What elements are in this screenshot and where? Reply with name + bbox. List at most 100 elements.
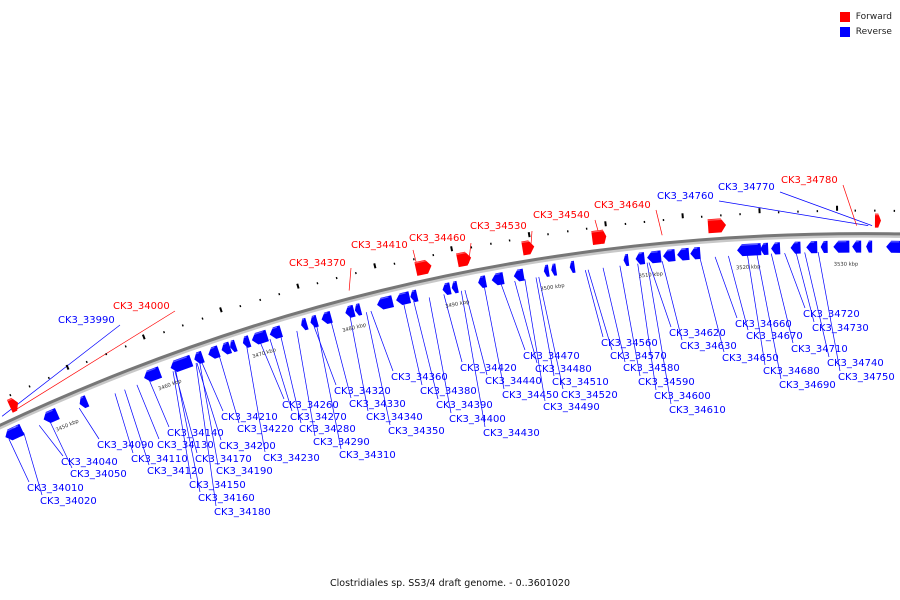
gene-label[interactable]: CK3_34310	[339, 450, 396, 461]
gene-label[interactable]: CK3_34760	[657, 191, 714, 202]
gene-label[interactable]: CK3_34750	[838, 372, 895, 383]
gene-label[interactable]: CK3_34140	[167, 428, 224, 439]
reverse-gene-arrow-5[interactable]	[168, 354, 194, 374]
gene-label[interactable]: CK3_34090	[97, 440, 154, 451]
reverse-gene-arrow-32[interactable]	[662, 249, 676, 262]
reverse-gene-arrow-14[interactable]	[308, 314, 319, 328]
gene-label[interactable]: CK3_34200	[219, 441, 276, 452]
gene-label[interactable]: CK3_34360	[391, 372, 448, 383]
gene-label[interactable]: CK3_34440	[485, 376, 542, 387]
reverse-gene-arrow-26[interactable]	[543, 264, 550, 278]
gene-label[interactable]: CK3_34350	[388, 426, 445, 437]
gene-label[interactable]: CK3_34570	[610, 351, 667, 362]
gene-label[interactable]: CK3_34230	[263, 453, 320, 464]
reverse-gene-arrow-3[interactable]	[77, 395, 90, 409]
gene-label[interactable]: CK3_34640	[594, 200, 651, 211]
gene-label[interactable]: CK3_33990	[58, 315, 115, 326]
gene-label[interactable]: CK3_34510	[552, 377, 609, 388]
gene-label[interactable]: CK3_34450	[502, 390, 559, 401]
gene-label[interactable]: CK3_34590	[638, 377, 695, 388]
gene-label[interactable]: CK3_34210	[221, 412, 278, 423]
reverse-gene-arrow-12[interactable]	[268, 325, 284, 340]
gene-label[interactable]: CK3_34330	[349, 399, 406, 410]
gene-label[interactable]: CK3_34540	[533, 210, 590, 221]
gene-label[interactable]: CK3_34430	[483, 428, 540, 439]
reverse-gene-arrow-7[interactable]	[206, 345, 221, 360]
forward-gene-arrow-3[interactable]	[521, 240, 535, 256]
reverse-gene-arrow-8[interactable]	[219, 341, 233, 356]
gene-label[interactable]: CK3_34380	[420, 386, 477, 397]
reverse-gene-arrow-19[interactable]	[394, 291, 412, 306]
reverse-gene-arrow-13[interactable]	[299, 317, 309, 331]
gene-label[interactable]: CK3_34630	[680, 341, 737, 352]
reverse-gene-arrow-25[interactable]	[512, 268, 525, 283]
gene-label[interactable]: CK3_34660	[735, 319, 792, 330]
reverse-gene-arrow-29[interactable]	[622, 253, 630, 267]
reverse-gene-arrow-35[interactable]	[736, 243, 762, 257]
gene-label[interactable]: CK3_34680	[763, 366, 820, 377]
gene-label[interactable]: CK3_34780	[781, 175, 838, 186]
gene-label[interactable]: CK3_34470	[523, 351, 580, 362]
gene-label[interactable]: CK3_34490	[543, 402, 600, 413]
gene-label[interactable]: CK3_34130	[157, 440, 214, 451]
gene-label[interactable]: CK3_34040	[61, 457, 118, 468]
reverse-gene-arrow-40[interactable]	[820, 240, 828, 254]
reverse-gene-arrow-37[interactable]	[770, 242, 781, 255]
gene-label[interactable]: CK3_34270	[290, 412, 347, 423]
reverse-gene-arrow-41[interactable]	[833, 240, 850, 253]
reverse-gene-arrow-11[interactable]	[250, 329, 269, 346]
gene-label[interactable]: CK3_34260	[282, 400, 339, 411]
reverse-gene-arrow-6[interactable]	[192, 350, 205, 365]
forward-gene-arrow-7[interactable]	[874, 213, 881, 228]
reverse-gene-arrow-2[interactable]	[41, 408, 60, 425]
gene-label[interactable]: CK3_34050	[70, 469, 127, 480]
reverse-gene-arrow-20[interactable]	[409, 289, 419, 303]
reverse-gene-arrow-22[interactable]	[450, 280, 459, 294]
gene-label[interactable]: CK3_34530	[470, 221, 527, 232]
gene-label[interactable]: CK3_34000	[113, 301, 170, 312]
gene-label[interactable]: CK3_34610	[669, 405, 726, 416]
gene-label[interactable]: CK3_34280	[299, 424, 356, 435]
gene-label[interactable]: CK3_34670	[746, 331, 803, 342]
reverse-gene-arrow-39[interactable]	[806, 241, 818, 254]
forward-gene-arrow-2[interactable]	[456, 251, 472, 268]
gene-label[interactable]: CK3_34720	[803, 309, 860, 320]
gene-label[interactable]: CK3_34400	[449, 414, 506, 425]
reverse-gene-arrow-9[interactable]	[228, 339, 238, 353]
reverse-gene-arrow-17[interactable]	[353, 303, 363, 316]
gene-label[interactable]: CK3_34460	[409, 233, 466, 244]
reverse-gene-arrow-36[interactable]	[759, 242, 769, 255]
gene-label[interactable]: CK3_34290	[313, 437, 370, 448]
reverse-gene-arrow-4[interactable]	[142, 366, 163, 383]
gene-label[interactable]: CK3_34410	[351, 240, 408, 251]
gene-label[interactable]: CK3_34190	[216, 466, 273, 477]
reverse-gene-arrow-1[interactable]	[13, 423, 25, 438]
reverse-gene-arrow-21[interactable]	[441, 282, 452, 296]
reverse-gene-arrow-23[interactable]	[477, 275, 488, 288]
reverse-gene-arrow-38[interactable]	[790, 241, 801, 254]
gene-label[interactable]: CK3_34690	[779, 380, 836, 391]
gene-label[interactable]: CK3_34220	[237, 424, 294, 435]
gene-label[interactable]: CK3_34520	[561, 390, 618, 401]
gene-label[interactable]: CK3_34480	[535, 364, 592, 375]
reverse-gene-arrow-43[interactable]	[866, 240, 873, 253]
reverse-gene-arrow-44[interactable]	[886, 240, 900, 253]
reverse-gene-arrow-15[interactable]	[320, 311, 333, 325]
reverse-gene-arrow-24[interactable]	[490, 272, 505, 286]
gene-label[interactable]: CK3_34560	[601, 338, 658, 349]
reverse-gene-arrow-28[interactable]	[568, 260, 576, 274]
gene-label[interactable]: CK3_34160	[198, 493, 255, 504]
reverse-gene-arrow-33[interactable]	[676, 247, 690, 261]
reverse-gene-arrow-27[interactable]	[550, 263, 558, 276]
gene-label[interactable]: CK3_34180	[214, 507, 271, 518]
gene-label[interactable]: CK3_34620	[669, 328, 726, 339]
forward-gene-arrow-0[interactable]	[6, 396, 21, 413]
gene-label[interactable]: CK3_34320	[334, 386, 391, 397]
gene-label[interactable]: CK3_34340	[366, 412, 423, 423]
gene-label[interactable]: CK3_34020	[40, 496, 97, 507]
gene-label[interactable]: CK3_34120	[147, 466, 204, 477]
forward-gene-arrow-5[interactable]	[599, 229, 607, 244]
gene-label[interactable]: CK3_34420	[460, 363, 517, 374]
gene-label[interactable]: CK3_34740	[827, 358, 884, 369]
gene-label[interactable]: CK3_34010	[27, 483, 84, 494]
